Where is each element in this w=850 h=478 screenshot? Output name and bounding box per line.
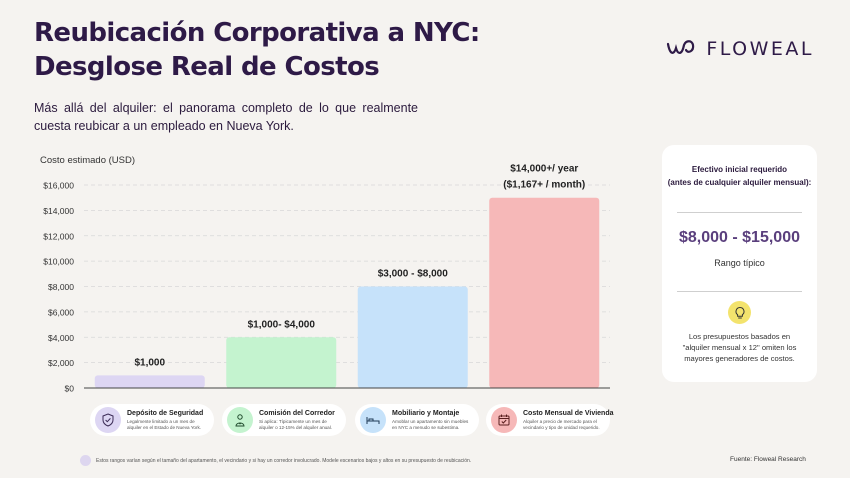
legend-description: Amoblar un apartamento sin muebles en NY…: [392, 418, 469, 430]
calendar-icon: [491, 407, 517, 433]
legend-title: Comisión del Corredor: [259, 409, 335, 417]
bar-value-label: $14,000+/ year: [510, 164, 578, 175]
card-range-label: Rango típico: [714, 258, 765, 268]
bar-value-label: $3,000 - $8,000: [378, 269, 448, 280]
legend-description: Si aplica: Típicamente un mes de alquile…: [259, 418, 333, 430]
page-title: Reubicación Corporativa a NYC: Desglose …: [34, 16, 480, 84]
legend-description: Legalmente limitado a un mes de alquiler…: [127, 418, 202, 430]
legend-title: Mobiliario y Montaje: [392, 409, 460, 417]
bar: [226, 337, 337, 388]
legend-title: Depósito de Seguridad: [127, 409, 204, 417]
person-badge-icon: [227, 407, 253, 433]
footnote-text: Estos rangos varían según el tamaño del …: [96, 457, 472, 464]
page-subtitle: Más allá del alquiler: el panorama compl…: [34, 101, 418, 133]
footnote: Estos rangos varían según el tamaño del …: [80, 455, 471, 466]
legend-item: Comisión del Corredor Si aplica: Típicame…: [222, 404, 346, 436]
title-line-1: Reubicación Corporativa a NYC:: [34, 18, 480, 48]
y-tick-label: $4,000: [48, 333, 74, 343]
legend-item: Depósito de Seguridad Legalmente limitado…: [90, 404, 214, 436]
brand-logo: FLOWEAL: [666, 38, 814, 60]
card-range-value: $8,000 - $15,000: [679, 229, 800, 246]
bar: [357, 286, 468, 388]
y-tick-label: $14,000: [43, 206, 74, 216]
bar-value-label: ($1,167+ / month): [503, 180, 585, 191]
legend-item: Costo Mensual de Vivienda Alquiler a prec…: [486, 404, 614, 436]
floweal-logo-icon: [667, 40, 695, 54]
y-tick-label: $0: [65, 384, 75, 394]
card-heading-line-1: Efectivo inicial requerido: [691, 165, 788, 174]
y-tick-label: $10,000: [43, 257, 74, 267]
bar-value-label: $1,000- $4,000: [248, 319, 316, 330]
bar-chart: $0 $2,000 $4,000 $6,000 $8,000 $10,000 $12,000…: [43, 164, 610, 394]
card-heading-line-2: (antes de cualquier alquiler mensual):: [667, 178, 812, 187]
legend-text: Mobiliario y Montaje Amoblar un apartamen…: [392, 410, 473, 431]
y-tick-label: $12,000: [43, 231, 74, 241]
bed-icon: [360, 407, 386, 433]
legend-text: Comisión del Corredor Si aplica: Típicame…: [259, 410, 340, 431]
title-line-2: Desglose Real de Costos: [34, 52, 380, 82]
source-credit: Fuente: Floweal Research: [730, 456, 806, 463]
lightbulb-icon: [728, 301, 751, 324]
card-divider: [677, 291, 802, 292]
bar: [489, 197, 600, 388]
y-tick-label: $2,000: [48, 358, 74, 368]
legend-text: Depósito de Seguridad Legalmente limitado…: [127, 410, 208, 431]
legend-item: Mobiliario y Montaje Amoblar un apartamen…: [355, 404, 479, 436]
shield-check-icon: [95, 407, 121, 433]
card-divider: [677, 212, 802, 213]
legend-description: Alquiler a precio de mercado para el vec…: [523, 418, 600, 430]
bar-value-label: $1,000: [134, 357, 165, 368]
card-heading: Efectivo inicial requerido (antes de cua…: [662, 163, 817, 189]
legend-text: Costo Mensual de Vivienda Alquiler a prec…: [523, 410, 614, 431]
info-icon: [80, 455, 91, 466]
bar: [94, 375, 205, 388]
legend-title: Costo Mensual de Vivienda: [523, 409, 614, 417]
y-axis-label: Costo estimado (USD): [40, 155, 136, 166]
card-note: Los presupuestos basados en "alquiler me…: [682, 332, 797, 363]
brand-name: FLOWEAL: [706, 38, 814, 60]
initial-cash-card: Efectivo inicial requerido (antes de cua…: [662, 145, 817, 382]
y-tick-label: $6,000: [48, 307, 74, 317]
y-tick-label: $16,000: [43, 181, 74, 191]
y-tick-label: $8,000: [48, 282, 74, 292]
